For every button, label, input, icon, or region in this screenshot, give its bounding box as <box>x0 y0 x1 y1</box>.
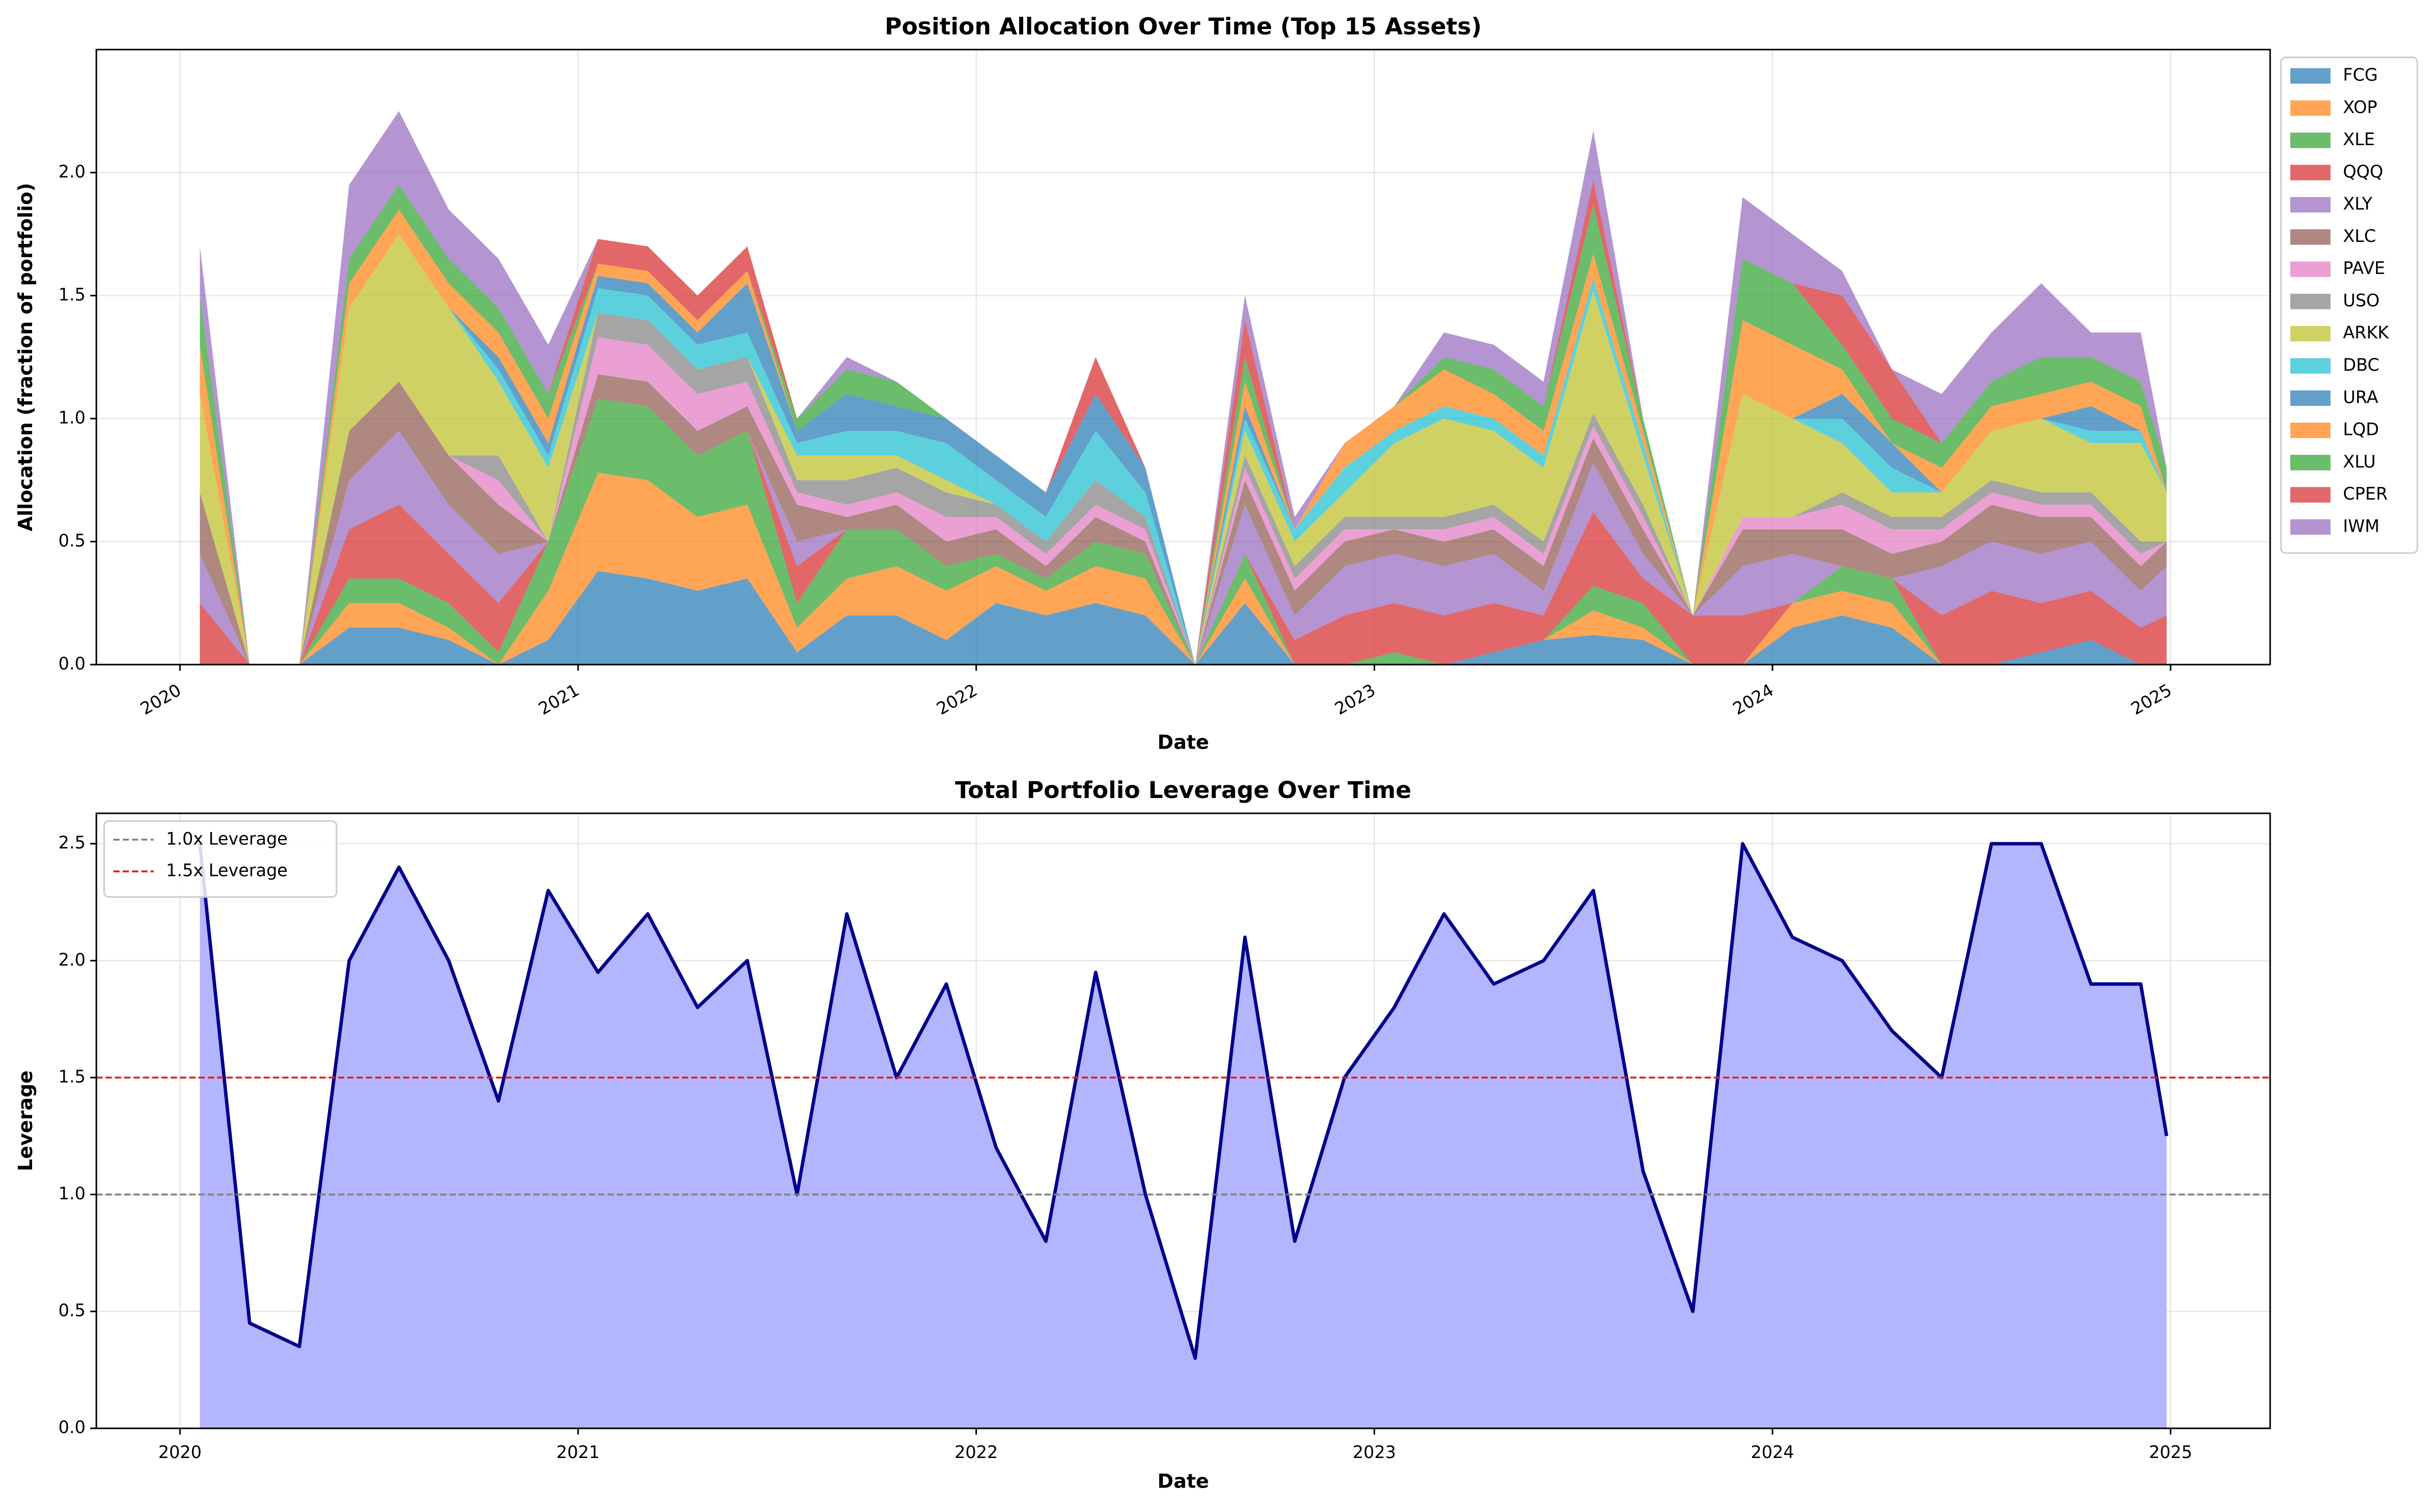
x-tick-label: 2020 <box>158 1442 202 1462</box>
area <box>200 234 2167 665</box>
area <box>200 571 2167 665</box>
y-tick-label: 1.5 <box>59 1066 86 1086</box>
x-tick-label: 2022 <box>933 680 980 719</box>
x-tick-label: 2025 <box>2149 1442 2192 1462</box>
x-tick-label: 2023 <box>1353 1442 1396 1462</box>
legend-swatch <box>2290 100 2331 116</box>
area <box>200 185 2167 665</box>
x-tick-label: 2020 <box>137 680 184 719</box>
chart-title: Total Portfolio Leverage Over Time <box>955 777 1411 804</box>
area <box>200 111 2167 665</box>
legend-label: DBC <box>2343 355 2379 375</box>
legend-label: USO <box>2343 290 2380 310</box>
legend-swatch <box>2290 487 2331 503</box>
legend-label: QQQ <box>2343 161 2383 181</box>
area <box>200 234 2167 665</box>
y-tick-label: 0.5 <box>59 1301 86 1321</box>
x-tick-label: 2022 <box>954 1442 998 1462</box>
plot-frame <box>95 48 2271 666</box>
legend-label: CPER <box>2343 484 2388 504</box>
x-tick-label: 2021 <box>556 1442 599 1462</box>
x-axis-label: Date <box>1158 731 1209 754</box>
legend-label: 1.5x Leverage <box>166 861 288 881</box>
area <box>200 337 2167 665</box>
y-tick-label: 2.0 <box>59 161 86 181</box>
legend-swatch <box>2290 132 2331 148</box>
x-tick-label: 2024 <box>1751 1442 1794 1462</box>
legend-label: ARKK <box>2343 323 2389 343</box>
x-tick-label: 2024 <box>1730 680 1777 719</box>
x-tick-label: 2025 <box>2127 680 2175 719</box>
legend-label: URA <box>2343 387 2378 407</box>
legend-swatch <box>2290 229 2331 245</box>
legend-label: IWM <box>2343 516 2380 536</box>
y-tick-label: 0.0 <box>59 1417 86 1437</box>
plot-frame <box>95 812 2271 1429</box>
x-axis-label: Date <box>1158 1470 1209 1493</box>
legend-swatch <box>2290 261 2331 277</box>
y-tick-label: 1.5 <box>59 285 86 305</box>
y-axis-label: Allocation (fraction of portfolio) <box>14 183 37 531</box>
legend-label: PAVE <box>2343 258 2385 278</box>
y-tick-label: 2.0 <box>59 950 86 970</box>
legend-label: XLC <box>2343 226 2376 246</box>
y-axis-label: Leverage <box>14 1070 37 1171</box>
legend-label: FCG <box>2343 65 2378 85</box>
area <box>200 180 2167 665</box>
x-tick-label: 2021 <box>535 680 583 719</box>
legend-label: LQD <box>2343 420 2379 439</box>
legend-swatch <box>2290 293 2331 310</box>
x-tick-label: 2023 <box>1331 680 1379 719</box>
y-tick-label: 0.5 <box>59 531 86 551</box>
legend-swatch <box>2290 390 2331 406</box>
chart-title: Position Allocation Over Time (Top 15 As… <box>885 13 1482 40</box>
legend-swatch <box>2290 422 2331 438</box>
line <box>198 842 2169 1360</box>
legend-swatch <box>2290 68 2331 84</box>
legend-label: XOP <box>2343 97 2377 117</box>
legend-swatch <box>2290 358 2331 374</box>
legend-swatch <box>2290 197 2331 213</box>
area <box>200 313 2167 665</box>
area <box>200 209 2167 665</box>
legend-label: XLE <box>2343 129 2375 149</box>
legend-label: XLY <box>2343 194 2372 214</box>
legend-swatch <box>2290 519 2331 535</box>
area <box>200 399 2167 665</box>
legend-swatch <box>2290 455 2331 471</box>
y-tick-label: 2.5 <box>59 833 86 853</box>
area <box>200 374 2167 665</box>
legend-swatch <box>2290 164 2331 181</box>
y-tick-label: 1.0 <box>59 407 86 427</box>
legend-swatch <box>2290 326 2331 342</box>
legend-box <box>103 820 338 898</box>
area-fill <box>200 843 2167 1428</box>
area <box>200 399 2167 665</box>
area <box>200 399 2167 665</box>
y-tick-label: 1.0 <box>59 1184 86 1203</box>
legend-label: XLU <box>2343 452 2376 472</box>
legend-label: 1.0x Leverage <box>166 829 288 848</box>
area <box>200 473 2167 665</box>
y-tick-label: 0.0 <box>59 654 86 674</box>
